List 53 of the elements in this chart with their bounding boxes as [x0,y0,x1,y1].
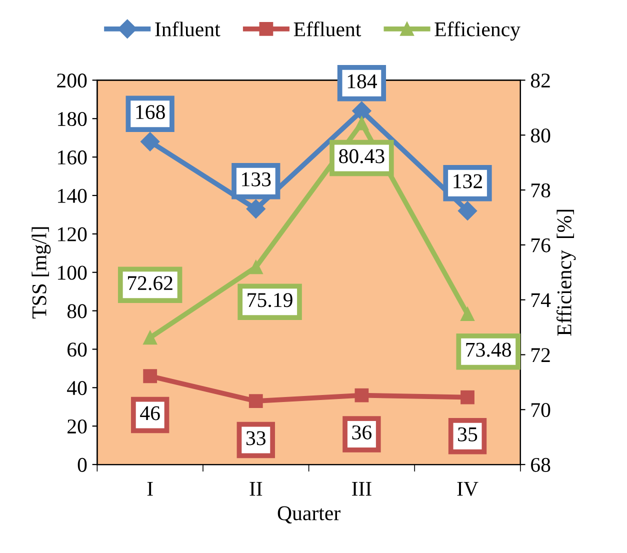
y-tick-label: 20 [68,419,87,434]
data-label: 36 [352,425,372,440]
y-tick-label: 160 [58,150,87,164]
point [460,390,474,404]
y2-tick-label: 76 [532,238,550,252]
y2-tick-label: 80 [530,128,550,143]
point [246,199,266,218]
point [354,388,369,402]
x-tick-label: I [147,482,153,496]
point [143,330,158,345]
data-label: 132 [454,174,482,188]
legend-label: Influent [155,22,220,36]
y2-tick-label: 78 [532,183,550,198]
x-tick-label: II [250,482,262,496]
legend-label: Effluent [294,22,362,36]
point [143,369,158,384]
y-tick-label: 180 [58,112,87,126]
data-label: 33 [246,431,266,446]
y2-tick-label: 72 [532,348,550,362]
legend-label: Efficiency [434,22,520,41]
point [248,260,263,274]
data-label: 133 [242,172,271,186]
point [460,307,474,322]
y-tick-label: 100 [58,266,87,280]
y-tick-label: 200 [57,74,87,88]
point [140,132,160,152]
y-tick-label: 40 [67,381,87,396]
data-label: 168 [136,105,165,120]
y-tick-label: 80 [67,304,87,318]
data-label: 73.48 [466,342,511,357]
y-tick-label: 140 [58,188,87,203]
point [248,394,263,408]
data-label: 184 [348,74,377,88]
data-label: 72.62 [128,276,172,290]
y2-tick-label: 70 [532,402,550,418]
point [352,101,372,120]
y2-tick-label: 68 [531,458,550,472]
x-tick-label: IV [457,482,478,496]
data-label: 35 [458,427,478,442]
x-tick-label: III [352,482,372,496]
data-label: 80.43 [339,149,384,164]
x-axis-title: Quarter [278,506,340,524]
y2-tick-label: 82 [530,74,550,88]
y-tick-label: 0 [78,458,87,472]
data-label: 46 [140,406,160,420]
point [354,116,369,130]
y-axis-title: TSS [mg/l] [32,227,51,319]
y-tick-label: 60 [68,342,87,357]
point [458,201,478,220]
data-label: 75.19 [248,293,292,308]
y-tick-label: 120 [58,227,87,242]
y2-axis-title: Efficiency [%] [556,210,576,336]
y2-tick-label: 74 [532,293,551,308]
